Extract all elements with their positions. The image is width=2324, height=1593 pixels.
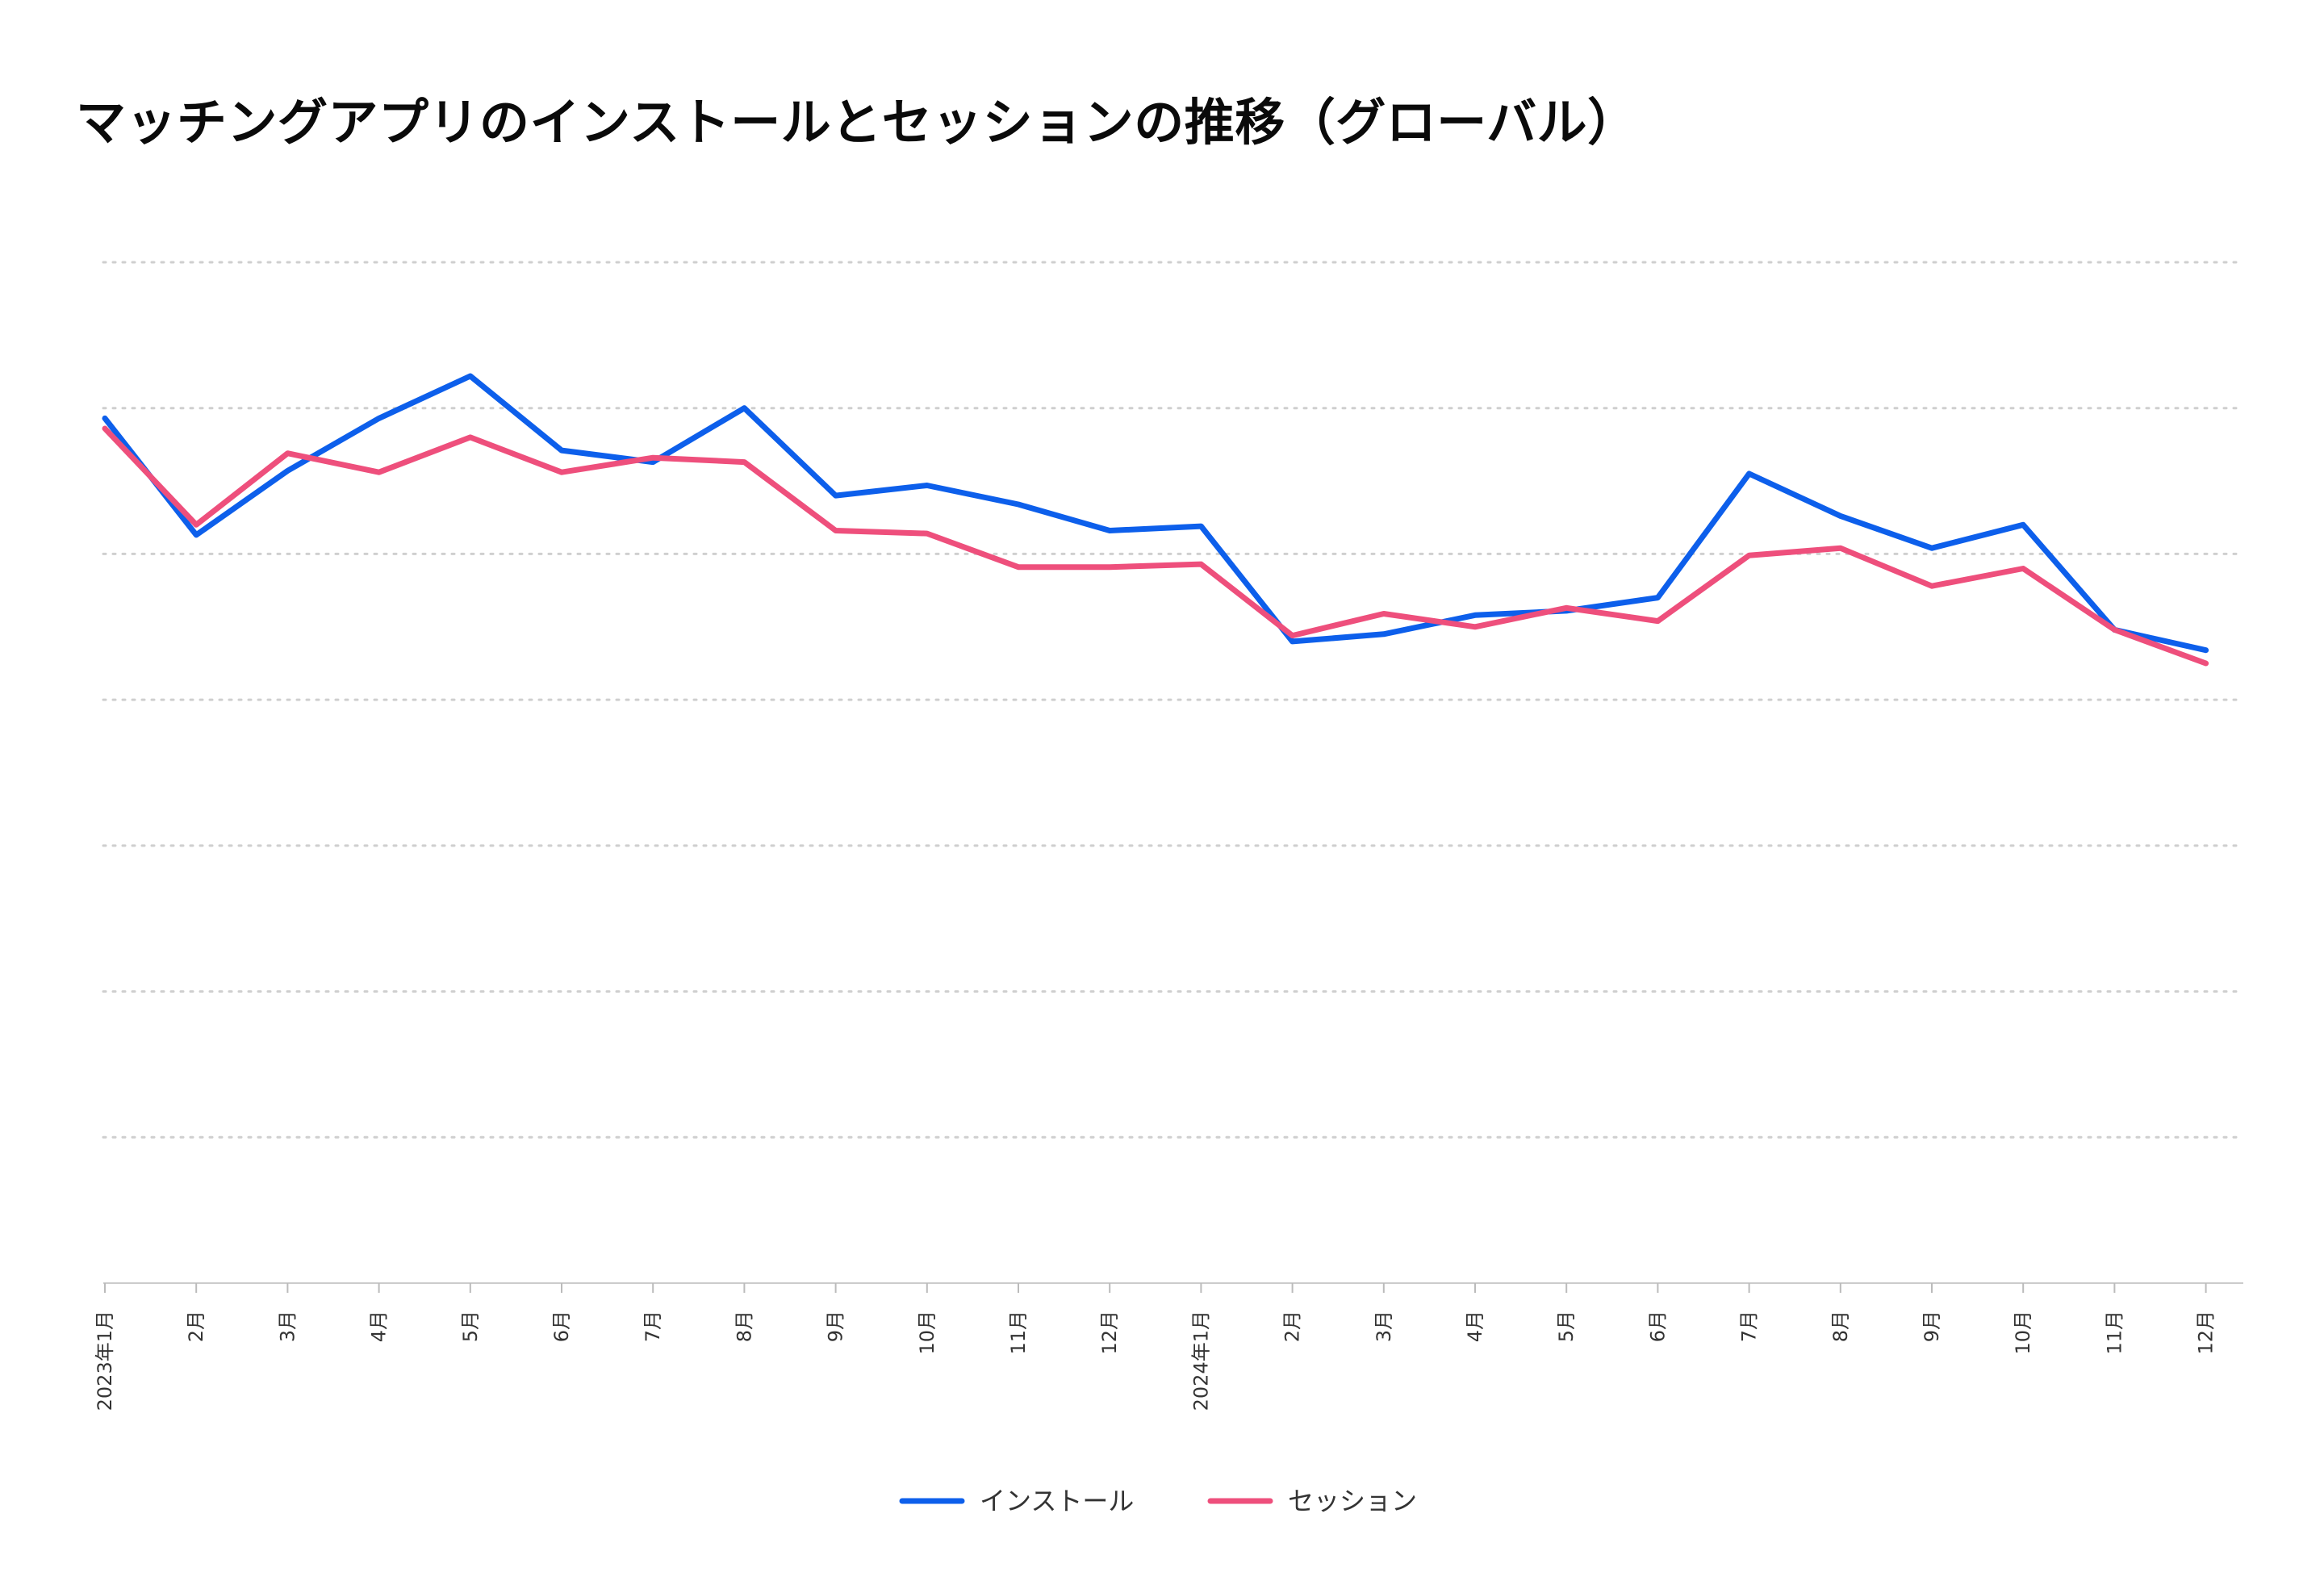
x-tick-label: 5月	[1555, 1311, 1578, 1342]
legend-label-1: セッション	[1288, 1486, 1417, 1516]
series-line-1	[102, 425, 2209, 667]
x-tick-label: 12月	[1098, 1311, 1121, 1355]
x-tick-label: 8月	[1829, 1311, 1852, 1342]
x-tick-label: 5月	[459, 1311, 482, 1342]
x-tick-label: 6月	[1646, 1311, 1669, 1342]
x-tick-label: 4月	[1464, 1311, 1486, 1342]
x-tick-label: 3月	[1373, 1311, 1395, 1342]
x-tick-label: 2023年1月	[94, 1311, 116, 1411]
x-tick-label: 2月	[1281, 1311, 1304, 1342]
x-tick-label: 3月	[276, 1311, 299, 1342]
x-tick-label: 7月	[642, 1311, 664, 1342]
series-lines	[102, 373, 2209, 667]
x-tick-label: 12月	[2195, 1311, 2217, 1355]
x-tick-label: 10月	[2012, 1311, 2034, 1355]
grid-lines	[102, 261, 2245, 1139]
legend: インストール セッション	[899, 1486, 1417, 1516]
x-tick-label: 8月	[733, 1311, 755, 1342]
x-axis-ticks: 2023年1月 2月 3月 4月 5月 6月 7月 8月 9月 10月 11月 12月 2024年1月 2…	[94, 1283, 2217, 1411]
legend-label-0: インストール	[980, 1486, 1134, 1516]
chart-title: マッチングアプリのインストールとセッションの推移（グローバル）	[76, 93, 1638, 152]
x-tick-label: 4月	[368, 1311, 391, 1342]
x-tick-label: 9月	[825, 1311, 847, 1342]
x-tick-label: 10月	[916, 1311, 938, 1355]
x-tick-label: 9月	[1921, 1311, 1943, 1342]
x-tick-label: 2月	[185, 1311, 207, 1342]
x-tick-label: 11月	[1007, 1311, 1030, 1355]
series-line-0	[102, 373, 2209, 654]
x-tick-label: 7月	[1738, 1311, 1761, 1342]
x-tick-label: 2024年1月	[1189, 1311, 1212, 1411]
x-tick-label: 11月	[2103, 1311, 2125, 1355]
x-tick-label: 6月	[550, 1311, 573, 1342]
